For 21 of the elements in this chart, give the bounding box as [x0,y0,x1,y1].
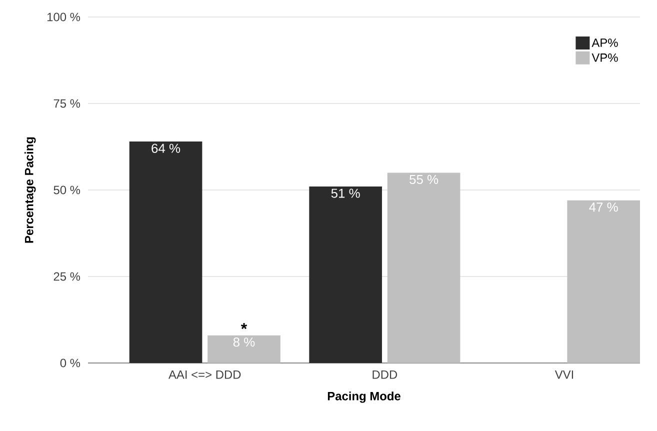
annotation: * [240,323,248,330]
data-label: 47 % [589,202,618,212]
data-label: 51 % [331,188,360,198]
y-tick-label: 75 % [54,99,80,108]
x-tick-label: DDD [372,370,398,379]
x-axis-title: Pacing Mode [328,392,400,403]
x-tick-label: AAI <=> DDD [168,370,241,379]
legend-label: AP% [592,38,618,47]
data-label: 64 % [152,144,180,153]
legend-label: VP% [592,53,618,62]
y-tick-label: 100 % [47,12,80,22]
data-label: 55 % [410,174,438,184]
data-label: 8 % [233,338,255,347]
y-axis-title: Percentage Pacing [24,137,36,243]
bar [208,335,280,363]
x-tick-label: VVI [554,370,574,379]
y-tick-label: 50 % [54,186,80,194]
y-tick-label: 0 % [60,358,80,368]
bar [129,142,202,363]
y-tick-label: 25 % [54,272,80,281]
bar [309,186,382,363]
